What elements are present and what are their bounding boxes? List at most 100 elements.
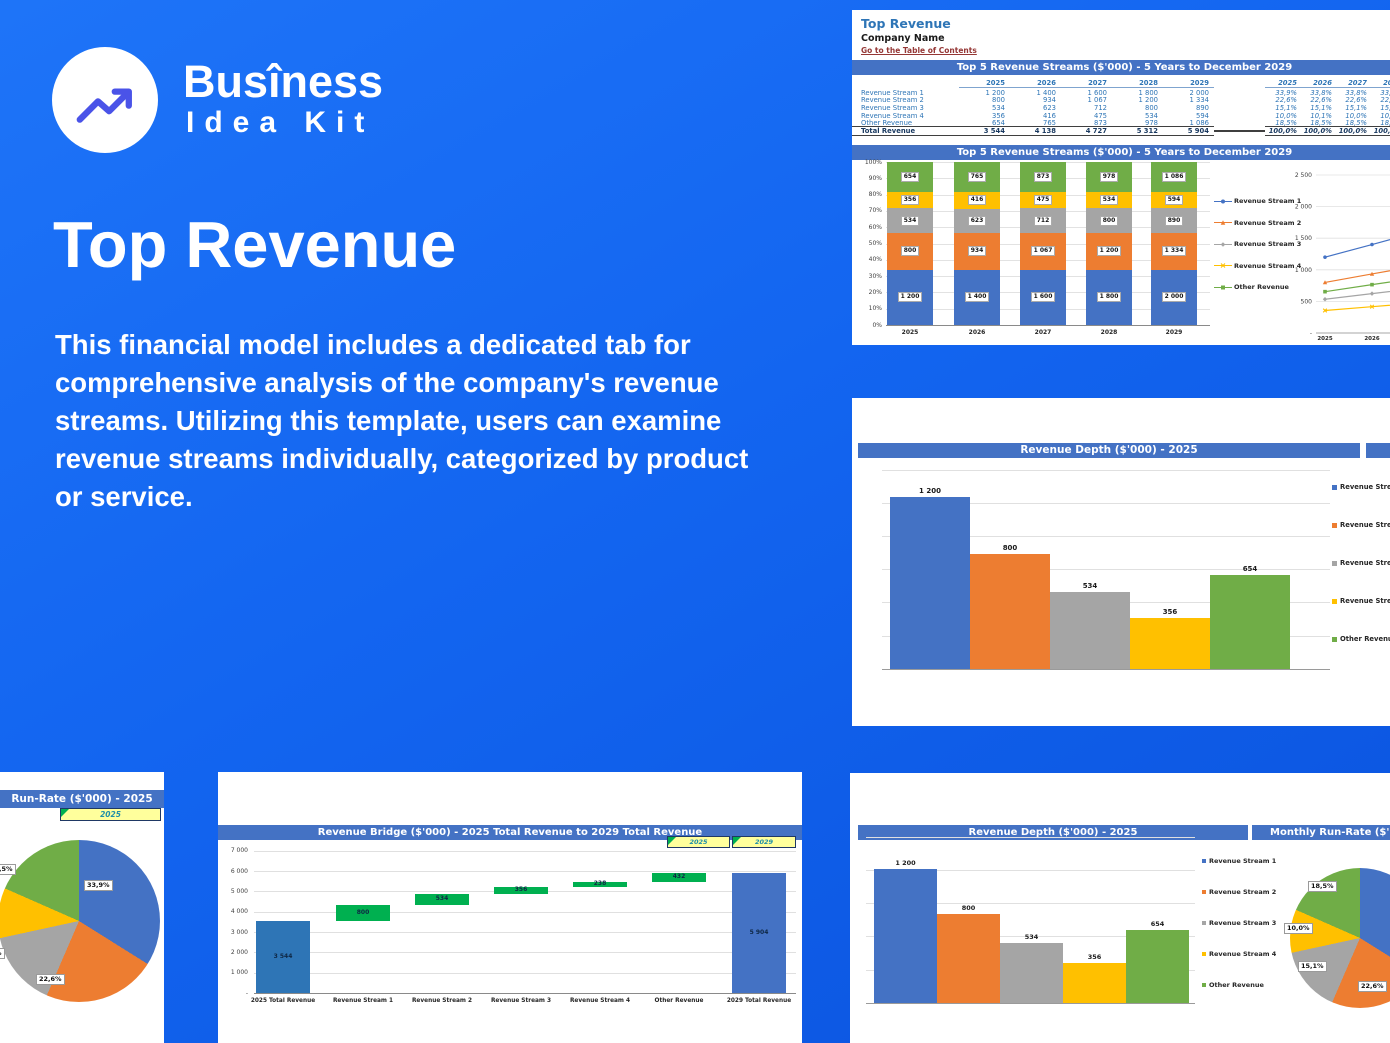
data-label: 594 — [1164, 195, 1184, 206]
value-cell: 1 400 — [1036, 88, 1056, 97]
page-description: This financial model includes a dedicate… — [55, 329, 749, 512]
table-row: 202520262027202820292025202620272028 — [852, 78, 1390, 89]
data-label: 356 — [900, 195, 920, 206]
data-label: 1 067 — [1030, 246, 1056, 257]
data-label: 534 — [435, 895, 449, 903]
value-cell: 534 — [992, 103, 1005, 112]
data-label: 978 — [1099, 172, 1119, 182]
pct-cell: 10,1% — [1380, 111, 1390, 120]
data-label: 2 000 — [1161, 292, 1187, 303]
stacked-bar-chart: 0% 10% 20% 30% 40% 50% 60% 70% 80% 90% 100% 1 200 80… — [852, 10, 1390, 345]
data-label: 1 334 — [1161, 246, 1187, 257]
year-header: 2027 — [1061, 79, 1112, 88]
svg-text:2 000: 2 000 — [1295, 204, 1312, 211]
value-cell: 1 600 — [1087, 88, 1107, 97]
from-year-selector[interactable]: 2025 — [667, 836, 730, 848]
revenue-table: 202520262027202820292025202620272028Reve… — [852, 78, 1390, 136]
y-axis-label: 7 000 — [230, 847, 248, 855]
bar — [890, 497, 970, 669]
x-axis-label: Revenue Stream 2 — [411, 998, 473, 1004]
page-title: Top Revenue — [53, 208, 457, 281]
table-row: Revenue Stream 3 534 623 712 800 890 15,1% 15,1… — [852, 104, 1390, 112]
pct-cell: 18,5% — [1275, 119, 1297, 128]
pct-cell: 18,5% — [1310, 119, 1332, 128]
x-axis-label: Revenue Stream 4 — [569, 998, 631, 1004]
monthly-runrate-pie-chart: 33,9%22,6%15,1%10,0%18,5% — [850, 773, 1390, 1043]
pct-cell: 33,8% — [1345, 88, 1367, 97]
data-label: 5 904 — [749, 929, 769, 937]
legend-marker-icon — [1202, 890, 1206, 894]
y-axis-label: 70% — [868, 207, 882, 215]
legend-marker-icon — [1214, 285, 1232, 289]
pie-label: 15,1% — [1298, 961, 1327, 972]
chart-title-band: Top 5 Revenue Streams ($'000) - 5 Years … — [852, 145, 1390, 160]
y-axis-label: 30% — [868, 272, 882, 280]
waterfall-bar — [336, 904, 390, 921]
y-axis-label: 0% — [872, 321, 882, 329]
legend-marker-icon — [1202, 859, 1206, 863]
total-value-cell: 4 727 — [1061, 125, 1112, 136]
table-row: Revenue Stream 2 800 934 1 067 1 200 1 334 22,… — [852, 96, 1390, 105]
value-cell: 1 067 — [1087, 96, 1107, 105]
value-cell: 1 086 — [1189, 119, 1209, 128]
to-year-selector[interactable]: 2029 — [732, 836, 796, 848]
svg-text:2026: 2026 — [1364, 336, 1379, 342]
legend-label: Revenue Stream 1 — [1340, 483, 1390, 491]
bar-segment: 712 — [1020, 208, 1066, 234]
legend-marker-icon — [1214, 263, 1232, 268]
data-label: 654 — [900, 172, 920, 183]
legend-label: Revenue Stream 3 — [1209, 919, 1277, 927]
legend-label: Revenue Stream 2 — [1234, 218, 1302, 227]
gridline — [886, 325, 1210, 326]
legend-label: Revenue Stream 1 — [1234, 197, 1302, 205]
y-axis-label: - — [245, 989, 248, 997]
legend-marker-icon — [1214, 199, 1232, 203]
legend-label: Revenue Stream 1 — [1209, 857, 1277, 865]
y-axis-label: 90% — [868, 174, 882, 182]
year-selector[interactable]: 2025 — [60, 808, 161, 821]
data-label: 712 — [1033, 215, 1053, 226]
value-cell: 890 — [1196, 103, 1209, 112]
value-cell: 800 — [1145, 103, 1158, 112]
bar-segment: 765 — [954, 162, 1000, 193]
table-of-contents-link[interactable]: Go to the Table of Contents — [861, 46, 977, 55]
data-label: 416 — [967, 195, 987, 206]
total-pct-cell: 100,0% — [1370, 125, 1390, 136]
value-cell: 1 800 — [1138, 88, 1158, 97]
bar-segment: 873 — [1020, 162, 1066, 193]
total-pct-cell: 100,0% — [1265, 125, 1300, 136]
total-label: Total Revenue — [852, 125, 959, 136]
y-axis-label: 1 000 — [230, 969, 248, 977]
gridline — [882, 569, 1330, 570]
total-value-cell: 5 904 — [1163, 125, 1214, 136]
legend-item: Revenue Stream 2 — [1332, 521, 1390, 529]
pct-year-header: 2026 — [1300, 79, 1335, 88]
legend-item: Revenue Stream 4 — [1202, 950, 1276, 958]
bar-segment: 1 400 — [954, 269, 1000, 325]
legend-item: Revenue Stream 1 — [1202, 857, 1276, 865]
bar-segment: 2 000 — [1151, 269, 1197, 325]
pie-label: 18,5% — [0, 864, 16, 875]
total-value-cell: 5 312 — [1112, 125, 1163, 136]
gridline — [882, 470, 1330, 471]
legend-item: Revenue Stream 3 — [1202, 919, 1276, 927]
legend-item: Revenue Stream 1 — [1332, 483, 1390, 491]
data-label: 534 — [1099, 195, 1119, 206]
runrate-pie-panel: Run-Rate ($'000) - 2025 2025 33,9% 22,6% 1… — [0, 772, 164, 1043]
trend-arrow-graphic — [76, 88, 132, 123]
top-revenue-sheet-panel: Top Revenue Company Name Go to the Table… — [852, 10, 1390, 345]
pct-cell: 15,1% — [1345, 103, 1367, 112]
y-axis-label: 4 000 — [230, 908, 248, 916]
depth-and-runrate-panel: Revenue Depth ($'000) - 2025 Monthly Run… — [850, 773, 1390, 1043]
legend-label: Revenue Stream 4 — [1340, 597, 1390, 605]
data-label: 1 200 — [919, 487, 941, 495]
legend-label: Other Revenue — [1340, 635, 1390, 643]
waterfall-bar — [415, 893, 469, 905]
gridline — [866, 903, 1195, 904]
data-label: 356 — [514, 886, 528, 894]
y-axis-label: 20% — [868, 288, 882, 296]
data-label: 800 — [1002, 544, 1018, 553]
legend-marker-icon — [1332, 636, 1337, 642]
pie-label: 15,1% — [0, 948, 5, 959]
legend-marker-icon — [1202, 952, 1206, 956]
